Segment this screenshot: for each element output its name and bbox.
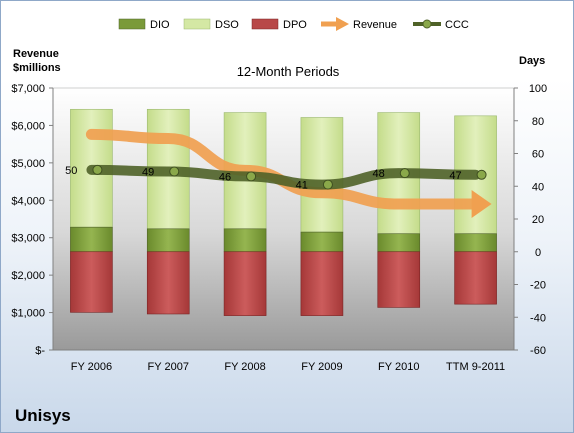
revenue-arrowhead (471, 190, 492, 219)
bar-dpo (146, 251, 190, 315)
ccc-data-label: 48 (373, 168, 385, 180)
legend-dso-swatch (183, 18, 211, 30)
ccc-data-label: 50 (65, 165, 77, 177)
ccc-point (246, 171, 257, 182)
ccc-data-label: 47 (449, 170, 461, 182)
bar-dpo (300, 251, 344, 316)
legend-revenue-label: Revenue (353, 19, 397, 31)
legend-dio-label: DIO (150, 19, 170, 31)
bar-dio (300, 231, 344, 253)
ccc-point (399, 168, 410, 179)
left-tick-label: $2,000 (11, 270, 45, 282)
right-tick-label: 0 (535, 247, 541, 259)
ccc-layer: 50 49 46 41 48 47 (65, 164, 487, 192)
chart-title: 12-Month Periods (237, 64, 340, 79)
left-tick-label: $- (35, 345, 45, 357)
left-tick-label: $7,000 (11, 83, 45, 95)
x-tick-label: FY 2009 (301, 361, 342, 373)
legend-revenue-arrow-icon (321, 17, 349, 31)
right-tick-label: -60 (530, 345, 546, 357)
legend-dpo-label: DPO (283, 19, 307, 31)
company-name: Unisys (15, 406, 71, 425)
right-tick-label: 60 (532, 149, 544, 161)
bar-dso (300, 117, 344, 233)
x-tick-label: FY 2008 (224, 361, 265, 373)
bar-dio (223, 228, 267, 253)
ccc-point (169, 166, 180, 177)
right-tick-label: 80 (532, 116, 544, 128)
bar-dio (146, 228, 190, 253)
left-tick-label: $5,000 (11, 158, 45, 170)
right-tick-label: 40 (532, 181, 544, 193)
left-tick-label: $1,000 (11, 308, 45, 320)
ccc-point (476, 169, 487, 180)
legend-dpo-swatch (251, 18, 279, 30)
right-tick-label: -40 (530, 312, 546, 324)
bar-dio (70, 226, 113, 253)
legend: DIO DSO DPO Revenue CCC (118, 17, 469, 31)
ccc-data-label: 49 (142, 167, 154, 179)
left-axis-title-line-1: Revenue (13, 48, 59, 60)
right-tick-label: 20 (532, 214, 544, 226)
ccc-point (92, 164, 103, 175)
axes-layer: $- $1,000 $2,000 $3,000 $4,000 $5,000 $6,000 $7… (11, 83, 547, 373)
right-axis-title: Days (519, 55, 545, 67)
left-axis-title-line-2: $millions (13, 62, 61, 74)
legend-ccc-marker-icon (413, 19, 441, 29)
x-tick-label: FY 2007 (148, 361, 189, 373)
bar-dpo (70, 251, 113, 313)
x-tick-label: FY 2006 (71, 361, 112, 373)
bar-dio (454, 233, 497, 253)
bar-dio (377, 233, 421, 253)
bar-dpo (377, 251, 421, 308)
x-tick-label: FY 2010 (378, 361, 419, 373)
x-tick-label: TTM 9-2011 (446, 361, 505, 373)
left-tick-label: $6,000 (11, 120, 45, 132)
plot-area (52, 87, 515, 351)
left-tick-label: $3,000 (11, 233, 45, 245)
right-tick-label: 100 (529, 83, 547, 95)
legend-dso-label: DSO (215, 19, 239, 31)
bar-dpo (454, 251, 497, 305)
left-tick-label: $4,000 (11, 195, 45, 207)
ccc-data-label: 41 (296, 180, 308, 192)
legend-dio-swatch (118, 18, 146, 30)
right-tick-label: -20 (530, 280, 546, 292)
bar-dpo (223, 251, 267, 316)
legend-ccc-label: CCC (445, 19, 469, 31)
ccc-data-label: 46 (219, 171, 231, 183)
ccc-point (322, 179, 333, 190)
